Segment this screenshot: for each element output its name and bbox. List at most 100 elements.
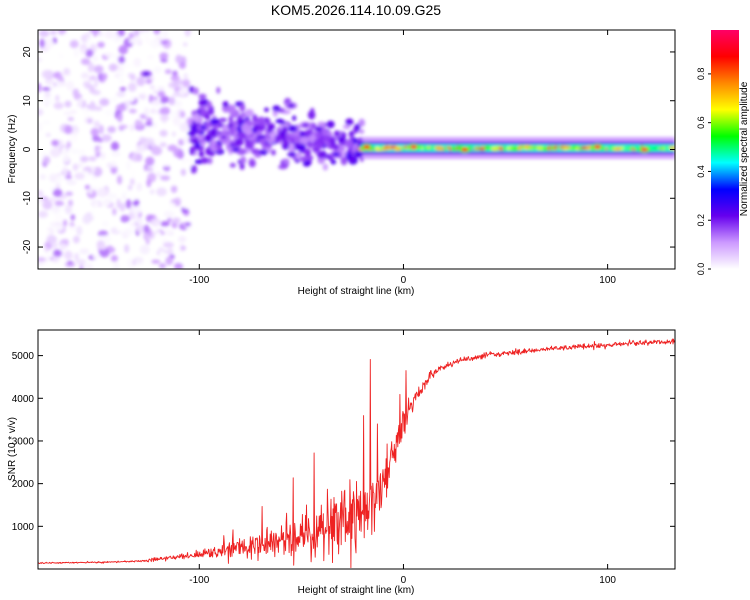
heatmap-blob (61, 33, 71, 39)
heatmap-blob (172, 92, 180, 97)
heatmap-blob (54, 223, 64, 231)
y-tick-label: 1000 (12, 522, 35, 533)
heatmap-blob (131, 168, 136, 179)
colorbar-ticks: 0.0 0.2 0.4 0.6 0.8 (696, 68, 711, 276)
colorbar-tick-label: 0.0 (696, 263, 706, 276)
heatmap-blob (128, 32, 134, 39)
heatmap-blob (38, 82, 42, 93)
heatmap-blob (351, 145, 357, 153)
heatmap-blob (354, 123, 361, 131)
heatmap-blob (116, 91, 126, 98)
heatmap-blob (49, 30, 57, 36)
heatmap-blob (182, 79, 191, 88)
x-tick-label: 100 (599, 575, 616, 586)
heatmap-blob (97, 138, 104, 143)
heatmap-blob (345, 118, 354, 126)
y-tick-label: 0 (22, 146, 33, 152)
heatmap-blob (165, 256, 174, 266)
colorbar-label: Normalized spectral amplitude (739, 81, 750, 216)
heatmap-blob (99, 98, 110, 106)
colorbar-tick-label: 0.2 (696, 214, 706, 227)
heatmap-blob (145, 238, 150, 245)
heatmap-blob (267, 124, 273, 134)
heatmap-blob (293, 135, 301, 144)
heatmap-blob (87, 262, 93, 269)
heatmap-blob (53, 102, 64, 110)
heatmap-blob (99, 152, 106, 160)
heatmap-blob (264, 117, 269, 123)
heatmap-blob (307, 135, 317, 142)
heatmap-blob (215, 144, 222, 149)
heatmap-blob (95, 147, 100, 155)
hotspot (461, 147, 469, 152)
heatmap-blob (283, 158, 290, 165)
heatmap-blob (241, 112, 246, 119)
heatmap-blob (164, 69, 172, 75)
colorbar-tick-label: 0.4 (696, 165, 706, 178)
heatmap-blob (178, 138, 185, 146)
hotspot (220, 135, 228, 140)
hotspot (199, 125, 207, 130)
heatmap-blob (340, 132, 347, 138)
heatmap-blob (130, 204, 142, 215)
heatmap-blob (69, 39, 79, 49)
heatmap-blob (172, 70, 178, 77)
heatmap-blob (61, 146, 68, 156)
heatmap-blob (321, 127, 328, 136)
heatmap-blob (102, 234, 112, 244)
heatmap-blob (221, 124, 229, 132)
heatmap-blob (258, 124, 267, 131)
heatmap-blob (302, 160, 311, 167)
heatmap-blob (160, 96, 167, 104)
heatmap-blob (252, 114, 258, 123)
heatmap-blob (139, 245, 150, 255)
heatmap-blob (156, 187, 167, 197)
heatmap-blob (274, 134, 283, 142)
heatmap-blob (74, 252, 79, 262)
heatmap-blob (153, 89, 158, 95)
heatmap-blob (130, 35, 142, 45)
heatmap-blob (67, 116, 75, 122)
heatmap-blob (107, 193, 118, 200)
heatmap-blob (118, 30, 125, 37)
heatmap-blob (161, 30, 169, 38)
heatmap-blob (80, 155, 89, 163)
heatmap-blob (172, 217, 181, 224)
heatmap-blob (68, 134, 79, 144)
heatmap-blob (157, 90, 166, 98)
heatmap-blob (134, 256, 144, 266)
heatmap-blob (111, 161, 117, 168)
heatmap-blob (150, 108, 157, 114)
heatmap-blob (134, 120, 144, 127)
heatmap-blob (144, 126, 152, 134)
heatmap-blob (180, 110, 186, 118)
heatmap-blob (92, 55, 99, 62)
heatmap-blob (38, 30, 50, 38)
heatmap-blob (79, 248, 90, 255)
heatmap-blob (139, 136, 147, 143)
x-tick-label: 100 (599, 275, 616, 286)
heatmap-blob (141, 30, 151, 37)
spectrogram-x-label: Height of straight line (km) (298, 286, 415, 297)
hotspot (640, 147, 648, 152)
heatmap-blob (64, 204, 72, 215)
heatmap-blobs (38, 30, 675, 269)
heatmap-blob (79, 264, 84, 269)
heatmap-blob (238, 131, 246, 139)
heatmap-blob (68, 225, 76, 235)
heatmap-blob (118, 124, 128, 129)
heatmap-blob (45, 54, 55, 59)
heatmap-blob (145, 121, 153, 127)
heatmap-blob (42, 120, 51, 125)
heatmap-blob (87, 118, 93, 124)
heatmap-blob (42, 87, 51, 92)
heatmap-blob (90, 128, 99, 137)
heatmap-blob (110, 255, 119, 262)
snr-series-line (38, 338, 675, 569)
heatmap-blob (108, 63, 118, 72)
heatmap-blob (314, 132, 323, 138)
heatmap-blob (126, 221, 137, 228)
heatmap-blob (180, 168, 187, 176)
heatmap-blob (43, 229, 51, 235)
heatmap-blob (119, 79, 125, 84)
